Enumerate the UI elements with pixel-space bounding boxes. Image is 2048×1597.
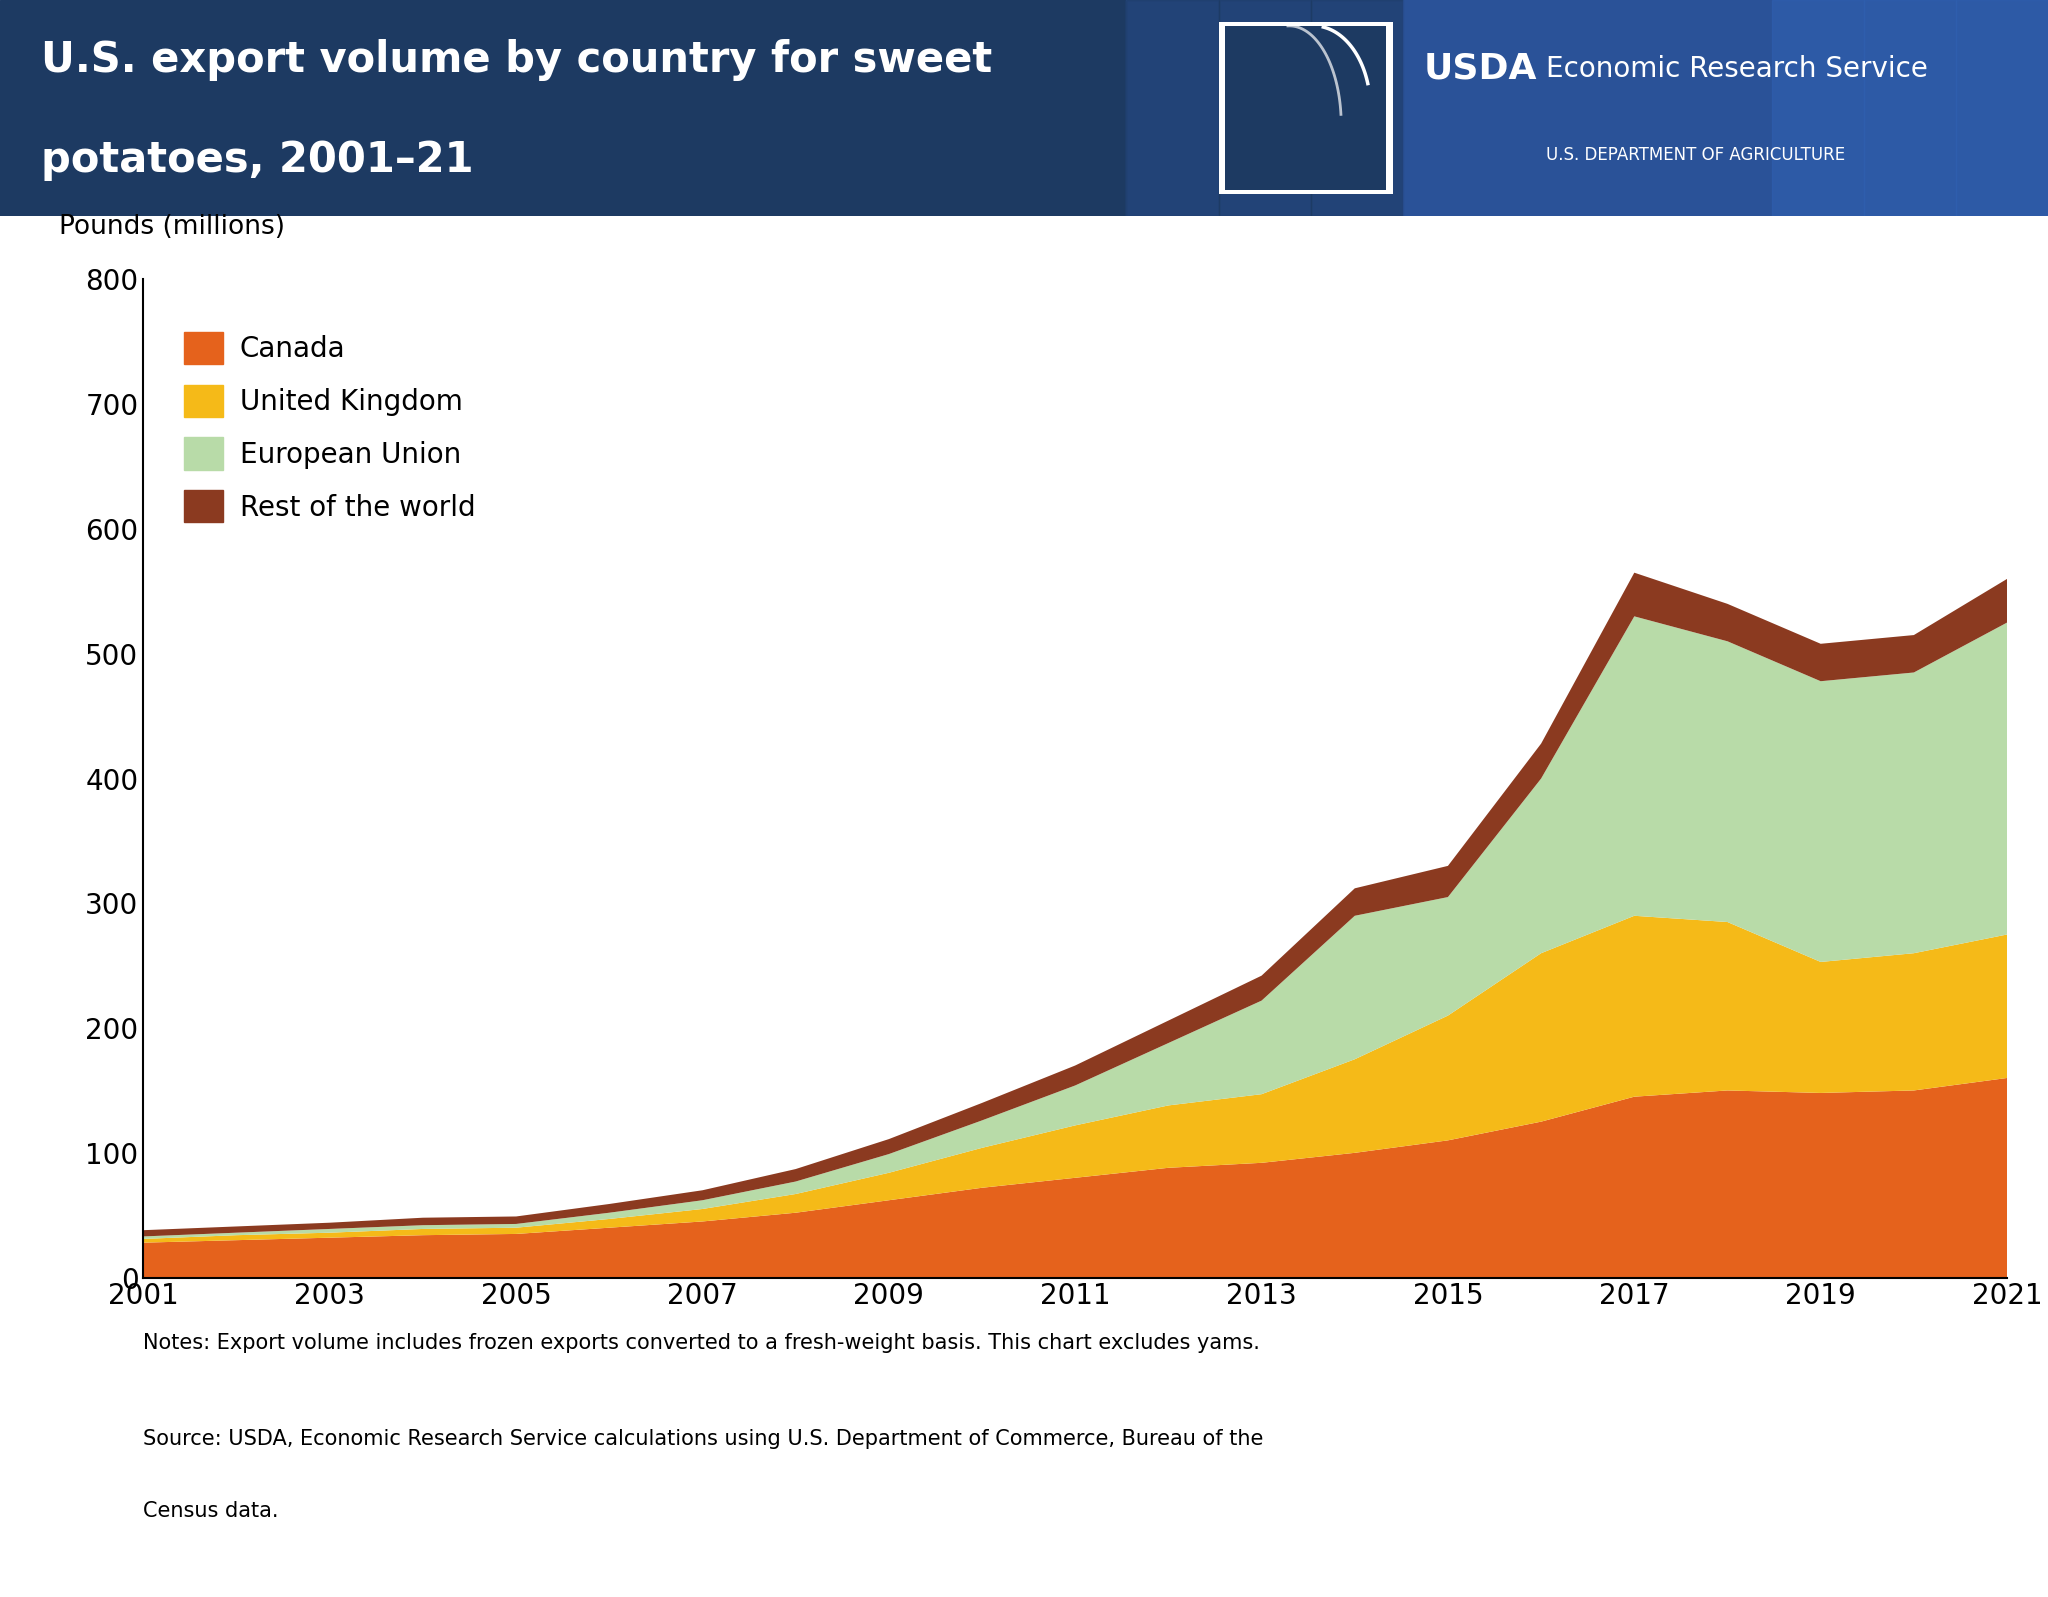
- Bar: [1587, 0, 1679, 216]
- Text: U.S. export volume by country for sweet: U.S. export volume by country for sweet: [41, 40, 991, 81]
- Bar: [1864, 0, 1956, 216]
- Text: U.S. DEPARTMENT OF AGRICULTURE: U.S. DEPARTMENT OF AGRICULTURE: [1546, 147, 1845, 164]
- Bar: [1225, 26, 1386, 190]
- Bar: [1126, 0, 2048, 216]
- Bar: [1495, 0, 1587, 216]
- Text: Census data.: Census data.: [143, 1501, 279, 1522]
- Bar: [1219, 0, 1311, 216]
- Bar: [1311, 0, 1403, 216]
- Bar: [1219, 21, 1393, 195]
- Text: Source: USDA, Economic Research Service calculations using U.S. Department of Co: Source: USDA, Economic Research Service …: [143, 1429, 1264, 1450]
- Text: Pounds (millions): Pounds (millions): [59, 214, 285, 240]
- Bar: [1403, 0, 1495, 216]
- Bar: [1772, 0, 1864, 216]
- Text: USDA: USDA: [1423, 53, 1536, 86]
- Text: potatoes, 2001–21: potatoes, 2001–21: [41, 139, 473, 180]
- Bar: [1956, 0, 2048, 216]
- Text: Notes: Export volume includes frozen exports converted to a fresh-weight basis. : Notes: Export volume includes frozen exp…: [143, 1333, 1260, 1354]
- Bar: [1679, 0, 1772, 216]
- Text: Economic Research Service: Economic Research Service: [1546, 54, 1927, 83]
- Bar: [0, 0, 1126, 216]
- Legend: Canada, United Kingdom, European Union, Rest of the world: Canada, United Kingdom, European Union, …: [176, 323, 483, 530]
- Bar: [1126, 0, 1219, 216]
